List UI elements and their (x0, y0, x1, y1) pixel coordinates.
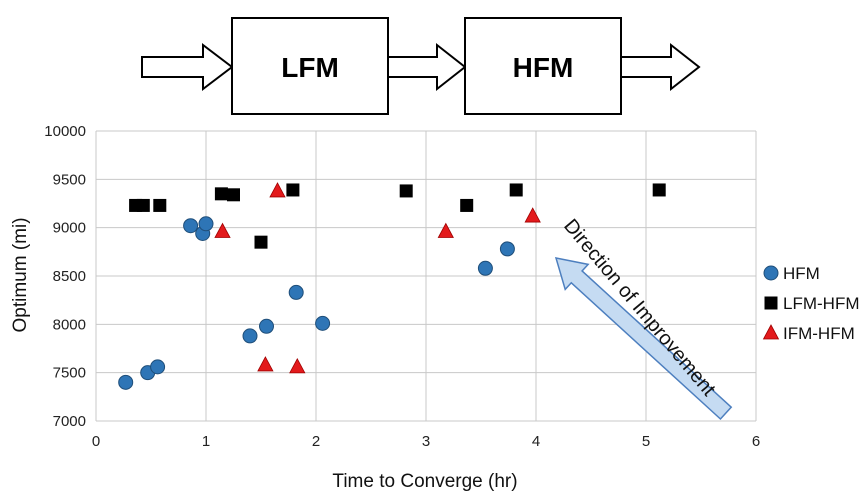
data-point-circle (499, 241, 515, 257)
hfm-box-label: HFM (513, 52, 574, 83)
x-tick-labels: 0 1 2 3 4 5 6 (92, 433, 760, 450)
improvement-arrow (554, 257, 733, 421)
data-point-square (652, 183, 666, 197)
plot-area: 0 1 2 3 4 5 6 7000 7500 8000 8500 9000 9500 10000 (44, 123, 760, 450)
data-point-circle (150, 359, 166, 375)
hfm-box (464, 17, 622, 115)
y-tick-label: 9500 (53, 171, 86, 188)
y-tick-label: 7500 (53, 365, 86, 382)
data-point-square (509, 183, 523, 197)
data-point-triangle (289, 358, 306, 374)
data-point-square (254, 235, 268, 249)
data-point-circle (288, 284, 304, 300)
data-point-square (460, 198, 474, 212)
y-tick-label: 9000 (53, 220, 86, 237)
data-point-square (399, 184, 413, 198)
data-point-square (286, 183, 300, 197)
data-point-triangle (524, 207, 541, 223)
y-tick-label: 8000 (53, 316, 86, 333)
data-point-circle (477, 260, 493, 276)
output-arrow (620, 42, 701, 92)
y-tick-labels: 7000 7500 8000 8500 9000 9500 10000 (44, 123, 86, 430)
y-tick-label: 7000 (53, 413, 86, 430)
data-point-circle (183, 218, 199, 234)
legend-marker-square (764, 296, 778, 310)
x-tick-label: 1 (202, 433, 210, 450)
x-tick-label: 4 (532, 433, 540, 450)
legend-label: IFM-HFM (783, 324, 855, 343)
data-point-circle (315, 315, 331, 331)
x-tick-label: 3 (422, 433, 430, 450)
x-axis-title: Time to Converge (hr) (332, 471, 517, 492)
legend-label: HFM (783, 264, 820, 283)
x-tick-label: 2 (312, 433, 320, 450)
data-marks (118, 182, 666, 390)
lfm-box (231, 17, 389, 115)
grid-lines (95, 130, 757, 422)
legend-marker-triangle (762, 324, 780, 340)
data-point-circle (259, 318, 274, 334)
data-point-square (153, 198, 167, 212)
data-point-square (214, 187, 228, 201)
data-point-circle (118, 374, 134, 390)
legend-label: LFM-HFM (783, 294, 859, 313)
improvement-annotation: Direction of Improvement (554, 215, 733, 421)
data-point-triangle (269, 182, 286, 198)
flow-diagram: LFM HFM (141, 17, 701, 115)
legend-marker-circle (763, 265, 779, 281)
input-arrow (141, 42, 234, 92)
data-point-circle (242, 328, 258, 344)
y-tick-label: 10000 (44, 123, 86, 140)
x-tick-label: 5 (642, 433, 650, 450)
legend: HFM LFM-HFM IFM-HFM (762, 264, 859, 343)
data-point-square (227, 188, 240, 202)
y-axis-title: Optimum (mi) (10, 217, 31, 332)
data-point-square (136, 198, 150, 212)
middle-arrow (387, 42, 467, 92)
data-point-triangle (257, 356, 274, 372)
y-tick-label: 8500 (53, 268, 86, 285)
x-tick-label: 6 (752, 433, 760, 450)
data-point-circle (198, 216, 214, 232)
lfm-box-label: LFM (281, 52, 339, 83)
data-point-triangle (437, 222, 454, 238)
data-point-triangle (214, 222, 231, 238)
x-tick-label: 0 (92, 433, 100, 450)
